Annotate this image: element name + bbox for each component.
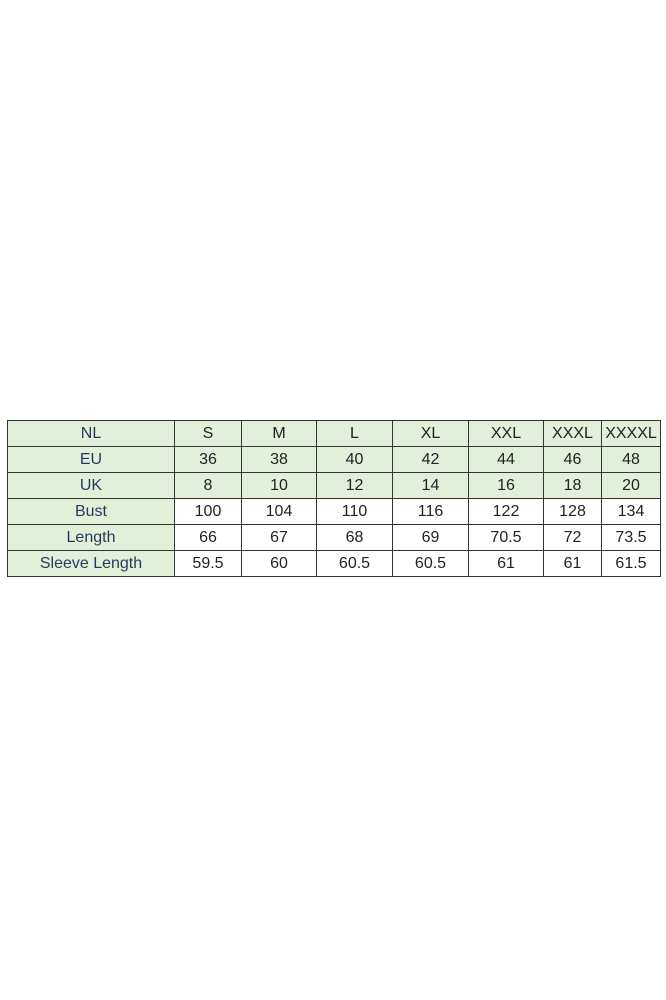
table-cell: 36	[174, 446, 242, 473]
table-cell: 100	[174, 498, 242, 525]
table-row: Length 66 67 68 69 70.5 72 73.5	[7, 524, 661, 551]
size-chart-table: NL S M L XL XXL XXXL XXXXL EU 36 38 40 42 44 46 48 UK 8 10…	[7, 420, 661, 577]
table-cell: 60.5	[316, 550, 393, 577]
table-cell: 18	[543, 472, 602, 499]
table-cell: 8	[174, 472, 242, 499]
table-cell: 134	[601, 498, 661, 525]
table-cell: XXXXL	[601, 420, 661, 447]
table-cell: 73.5	[601, 524, 661, 551]
table-cell: 60.5	[392, 550, 469, 577]
row-label: EU	[7, 446, 175, 473]
table-cell: 110	[316, 498, 393, 525]
table-cell: 59.5	[174, 550, 242, 577]
row-label: Length	[7, 524, 175, 551]
table-cell: 68	[316, 524, 393, 551]
row-label: Sleeve Length	[7, 550, 175, 577]
table-cell: S	[174, 420, 242, 447]
table-cell: 42	[392, 446, 469, 473]
table-cell: XXL	[468, 420, 544, 447]
table-cell: 20	[601, 472, 661, 499]
table-cell: M	[241, 420, 317, 447]
row-label: UK	[7, 472, 175, 499]
table-row: NL S M L XL XXL XXXL XXXXL	[7, 420, 661, 447]
table-cell: 48	[601, 446, 661, 473]
table-row: Bust 100 104 110 116 122 128 134	[7, 498, 661, 525]
table-cell: 16	[468, 472, 544, 499]
table-cell: 67	[241, 524, 317, 551]
table-cell: 61.5	[601, 550, 661, 577]
table-cell: L	[316, 420, 393, 447]
table-cell: 70.5	[468, 524, 544, 551]
table-cell: 46	[543, 446, 602, 473]
table-cell: 116	[392, 498, 469, 525]
table-cell: 61	[543, 550, 602, 577]
table-cell: 104	[241, 498, 317, 525]
row-label: NL	[7, 420, 175, 447]
table-row: Sleeve Length 59.5 60 60.5 60.5 61 61 61.5	[7, 550, 661, 577]
table-row: UK 8 10 12 14 16 18 20	[7, 472, 661, 499]
table-cell: 12	[316, 472, 393, 499]
table-cell: 10	[241, 472, 317, 499]
table-cell: 61	[468, 550, 544, 577]
row-label: Bust	[7, 498, 175, 525]
table-cell: 40	[316, 446, 393, 473]
table-cell: 69	[392, 524, 469, 551]
table-cell: 72	[543, 524, 602, 551]
table-cell: 128	[543, 498, 602, 525]
table-row: EU 36 38 40 42 44 46 48	[7, 446, 661, 473]
table-cell: 122	[468, 498, 544, 525]
table-cell: XXXL	[543, 420, 602, 447]
table-cell: 44	[468, 446, 544, 473]
table-cell: XL	[392, 420, 469, 447]
table-cell: 14	[392, 472, 469, 499]
table-cell: 60	[241, 550, 317, 577]
table-cell: 38	[241, 446, 317, 473]
table-cell: 66	[174, 524, 242, 551]
